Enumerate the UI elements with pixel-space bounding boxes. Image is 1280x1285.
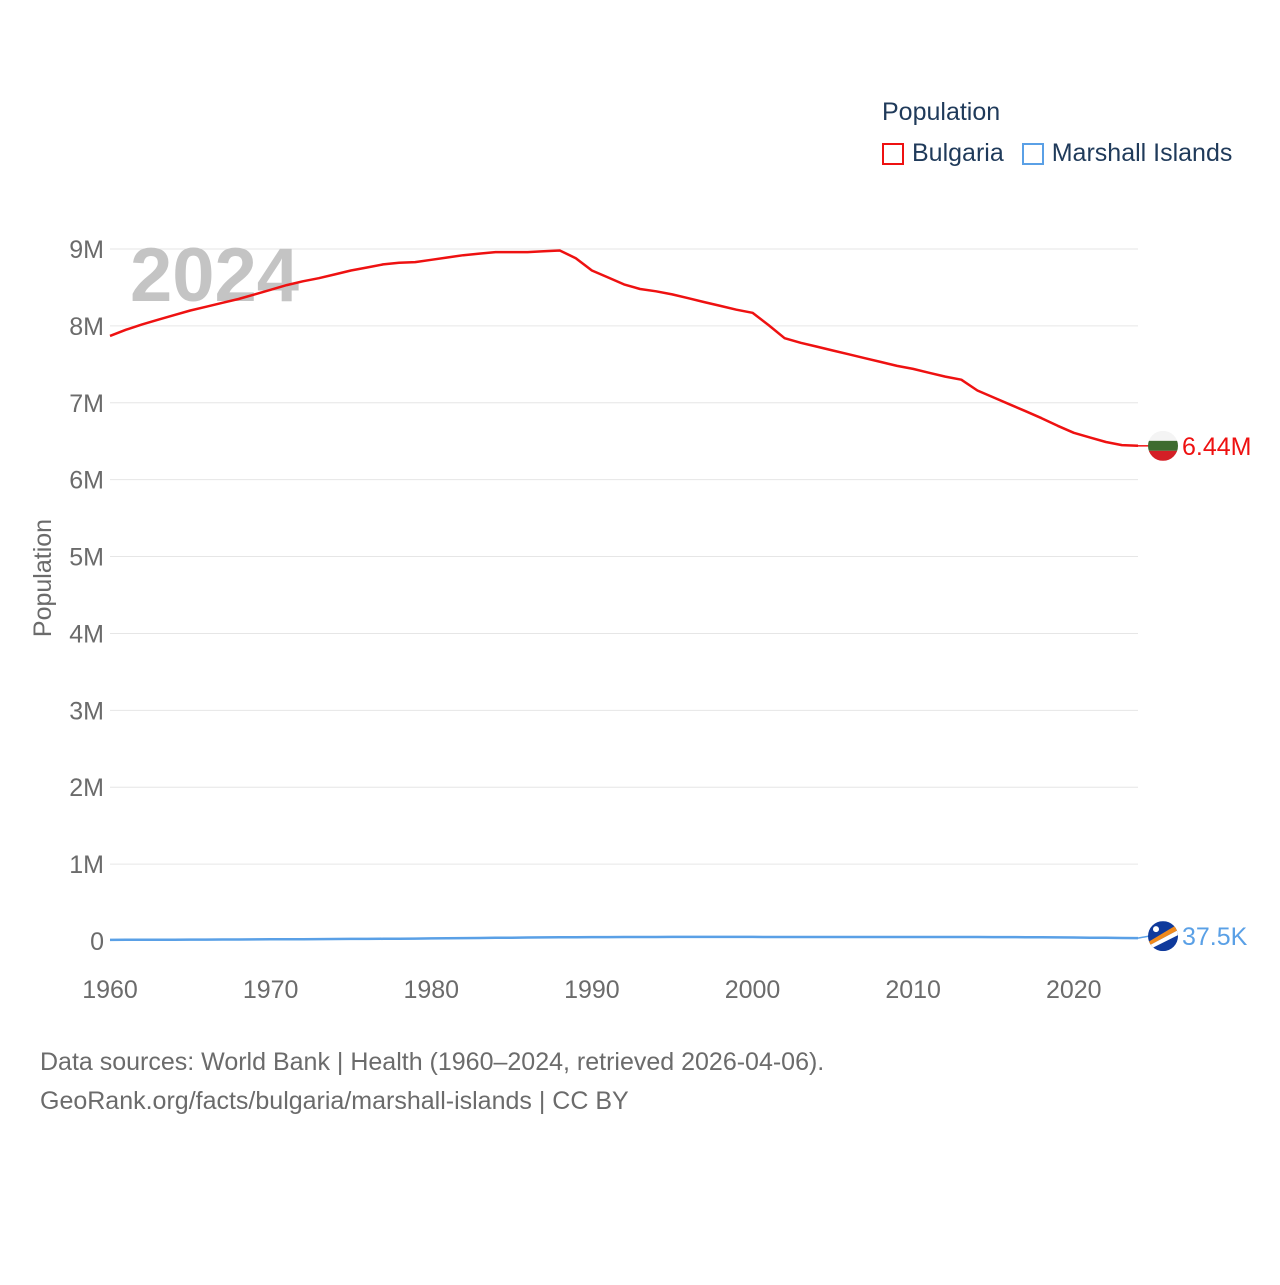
legend-item-bulgaria[interactable]: Bulgaria: [882, 139, 1004, 168]
y-tick-label: 0: [90, 928, 104, 956]
footer: Data sources: World Bank | Health (1960–…: [40, 1043, 824, 1121]
footer-link: GeoRank.org/facts/bulgaria/marshall-isla…: [40, 1087, 629, 1115]
legend-swatch-marshall-islands: [1021, 142, 1044, 165]
x-tick-label: 2010: [885, 976, 941, 1004]
legend-label-marshall-islands: Marshall Islands: [1051, 139, 1233, 167]
footer-sources: Data sources: World Bank | Health (1960–…: [40, 1048, 825, 1076]
y-tick-label: 9M: [69, 236, 104, 264]
y-tick-label: 2M: [69, 774, 104, 802]
x-tick-label: 2000: [725, 976, 781, 1004]
y-tick-label: 6M: [69, 467, 104, 495]
grid-lines: [110, 248, 1138, 865]
legend-title: Population: [882, 98, 1001, 126]
marshall-islands-connector: [1137, 935, 1150, 939]
marshall-islands-flag-icon: [1148, 921, 1178, 952]
legend: Population Bulgaria Marshall Islands: [882, 98, 1250, 168]
legend-label-bulgaria: Bulgaria: [912, 139, 1004, 167]
y-tick-label: 8M: [69, 313, 104, 341]
y-tick-label: 4M: [69, 620, 104, 648]
x-tick-label: 2020: [1046, 976, 1102, 1004]
marshall-islands-line: [109, 935, 1139, 942]
bulgaria-flag-icon: [1148, 430, 1178, 461]
x-tick-label: 1970: [243, 976, 299, 1004]
series-endpoints: 6.44M 37.5K: [1137, 430, 1251, 952]
x-tick-label: 1980: [403, 976, 459, 1004]
bulgaria-end-value: 6.44M: [1182, 433, 1251, 461]
series-lines: [109, 249, 1139, 942]
x-axis-ticks: 1960 1970 1980 1990 2000 2010 2020: [82, 976, 1101, 1004]
y-tick-label: 3M: [69, 697, 104, 725]
marshall-islands-end-value: 37.5K: [1182, 923, 1248, 951]
y-axis-ticks: 0 1M 2M 3M 4M 5M 6M 7M 8M 9M: [69, 236, 104, 956]
bulgaria-line: [109, 249, 1139, 448]
legend-swatch-bulgaria: [882, 142, 904, 165]
x-tick-label: 1960: [82, 976, 138, 1004]
y-tick-label: 1M: [69, 851, 104, 879]
y-axis-title: Population: [29, 519, 57, 637]
legend-items: Bulgaria Marshall Islands: [882, 139, 1250, 168]
y-tick-label: 5M: [69, 544, 104, 572]
x-tick-label: 1990: [564, 976, 620, 1004]
y-tick-label: 7M: [69, 390, 104, 418]
legend-item-marshall-islands[interactable]: Marshall Islands: [1021, 139, 1233, 168]
